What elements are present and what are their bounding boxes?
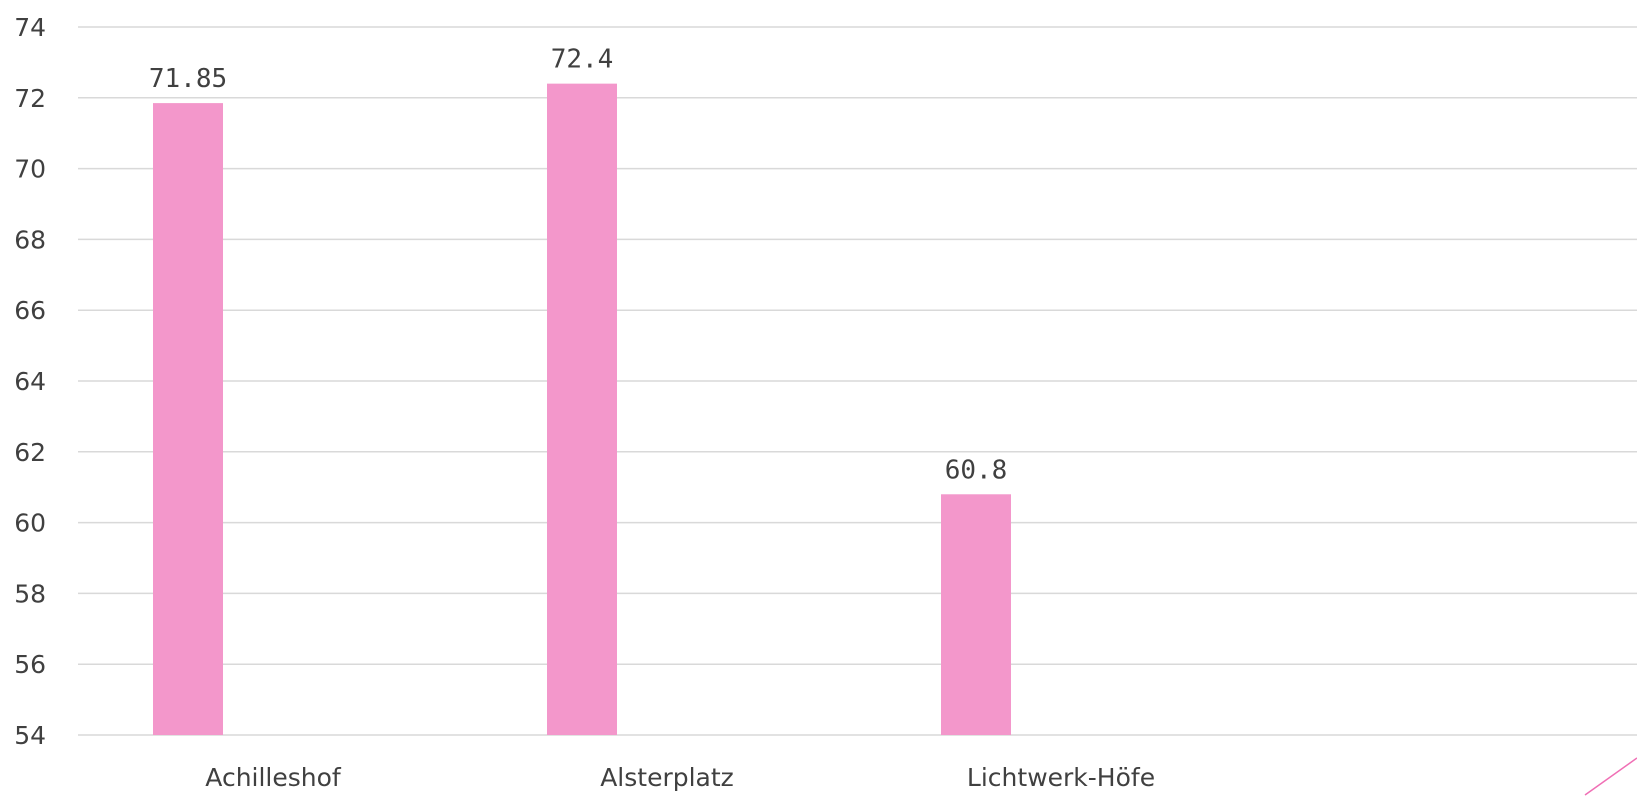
y-tick-label: 60 — [14, 509, 46, 538]
y-tick-label: 56 — [14, 650, 46, 679]
y-tick-label: 72 — [14, 84, 46, 113]
y-tick-label: 58 — [14, 579, 46, 608]
gridlines — [78, 26, 1637, 736]
y-tick-label: 66 — [14, 296, 46, 325]
y-tick-label: 62 — [14, 438, 46, 467]
data-label: 71.85 — [149, 64, 227, 94]
data-label: 60.8 — [945, 455, 1008, 485]
y-tick-label: 64 — [14, 367, 46, 396]
bar — [941, 494, 1011, 735]
data-labels: 71.85 72.4 60.8 — [149, 45, 1007, 486]
bar — [547, 83, 617, 735]
y-tick-label: 68 — [14, 225, 46, 254]
y-tick-label: 54 — [14, 721, 46, 750]
y-axis: 54 56 58 60 62 64 66 68 70 72 74 — [14, 13, 46, 750]
x-axis: Achilleshof Alsterplatz Lichtwerk-Höfe — [205, 763, 1155, 792]
x-tick-label: Alsterplatz — [600, 763, 734, 792]
y-tick-label: 74 — [14, 13, 46, 42]
x-tick-label: Lichtwerk-Höfe — [967, 763, 1155, 792]
bar — [153, 103, 223, 736]
bars — [153, 83, 1011, 736]
decorative-accent-line — [1584, 757, 1637, 796]
y-tick-label: 70 — [14, 155, 46, 184]
data-label: 72.4 — [551, 45, 614, 75]
x-tick-label: Achilleshof — [205, 763, 342, 792]
